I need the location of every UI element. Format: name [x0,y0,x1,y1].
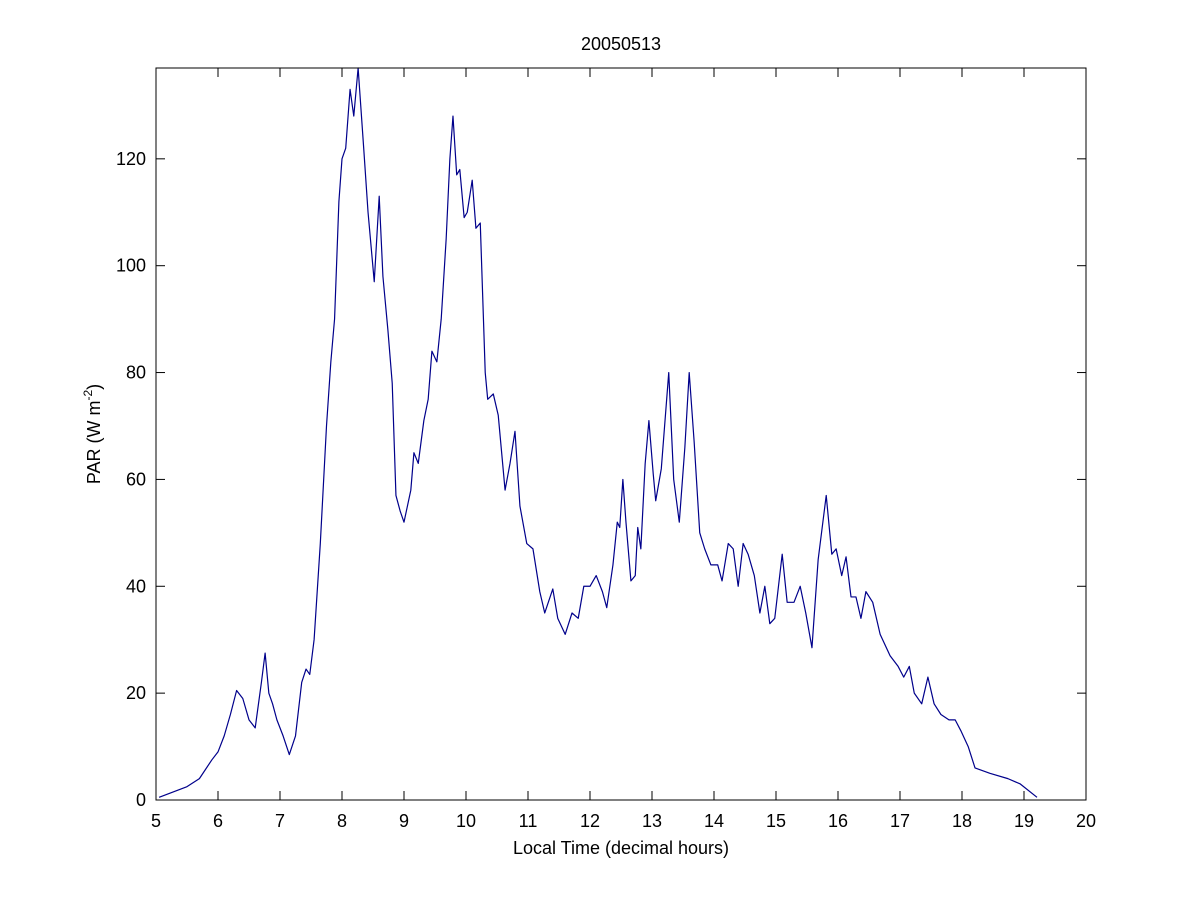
x-tick-label: 18 [952,811,972,831]
x-tick-label: 11 [519,811,538,831]
x-tick-label: 12 [580,811,600,831]
y-tick-label: 120 [116,149,146,169]
y-axis-label-text: PAR (W m [84,401,104,485]
plot-frame [155,67,1087,801]
x-tick-label: 6 [213,811,223,831]
x-tick-label: 13 [642,811,662,831]
x-tick-label: 8 [337,811,347,831]
y-tick-label: 100 [116,256,146,276]
x-tick-label: 20 [1076,811,1096,831]
x-tick-label: 15 [766,811,786,831]
y-tick-label: 0 [136,790,146,810]
y-tick-label: 80 [126,363,146,383]
x-tick-label: 5 [151,811,161,831]
chart-title: 20050513 [581,34,661,54]
x-tick-label: 16 [828,811,848,831]
x-tick-label: 7 [275,811,285,831]
y-tick-label: 60 [126,469,146,489]
y-axis-label-suffix: ) [84,384,104,390]
x-tick-label: 9 [399,811,409,831]
y-tick-label: 40 [126,576,146,596]
data-line [158,67,1038,798]
x-tick-label: 14 [704,811,724,831]
y-tick-label: 20 [126,683,146,703]
x-tick-label: 19 [1014,811,1034,831]
x-axis-label: Local Time (decimal hours) [513,838,729,858]
x-tick-label: 17 [890,811,910,831]
y-axis-label: PAR (W m-2) [81,384,104,484]
y-axis-label-superscript: -2 [81,390,95,401]
x-tick-label: 10 [456,811,476,831]
